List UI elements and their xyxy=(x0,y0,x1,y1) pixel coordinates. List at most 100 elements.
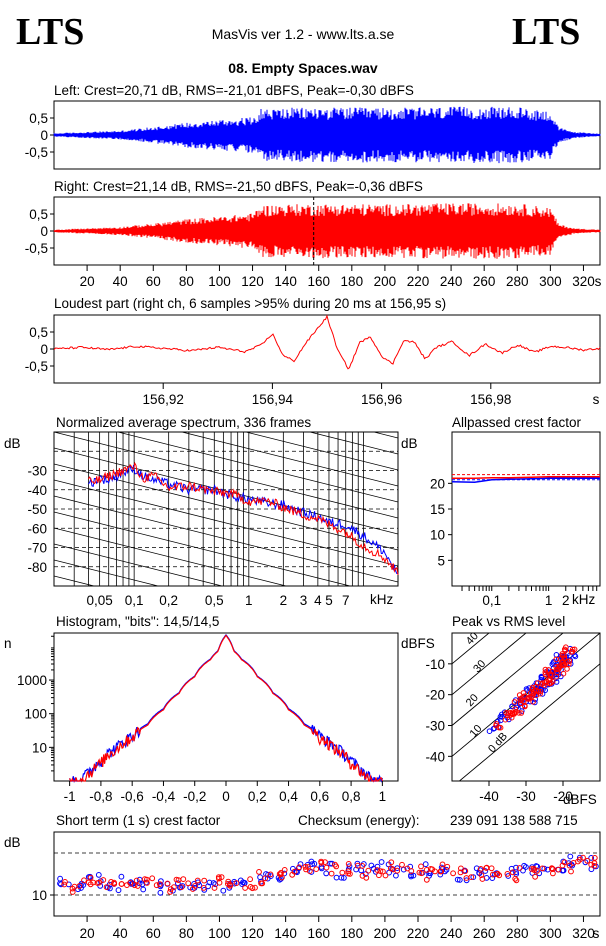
right-waveform-xtick-label: 300 xyxy=(539,274,562,289)
short-term-point xyxy=(134,883,141,889)
peak-rms-point xyxy=(550,660,557,666)
short-term-point xyxy=(149,875,156,882)
peak-rms-point xyxy=(564,666,570,672)
spectrum-diagonal xyxy=(244,432,398,471)
short-term-point xyxy=(477,866,484,872)
short-term-point xyxy=(555,866,562,873)
short-term-point xyxy=(140,886,147,893)
peak-rms-point xyxy=(531,688,538,694)
file-title: 08. Empty Spaces.wav xyxy=(228,60,378,76)
spectrum-xtick-label: 1 xyxy=(245,593,253,608)
checksum-label: Checksum (energy): xyxy=(298,813,420,828)
crest-line-label: 20 xyxy=(464,692,481,709)
short-term-point xyxy=(167,889,174,895)
histogram-ytick-label: 1000 xyxy=(17,673,47,688)
histogram-series-left xyxy=(69,633,383,784)
short-term-point xyxy=(242,885,249,891)
short-term-point xyxy=(387,865,394,872)
short-term-xtick-label: 100 xyxy=(208,926,231,941)
right-waveform-xtick-label: 240 xyxy=(440,274,463,289)
short-term-point xyxy=(247,884,254,890)
short-term-point xyxy=(456,877,463,883)
short-term-point xyxy=(584,857,591,864)
short-term-point xyxy=(422,861,429,868)
crest-line-label: 10 xyxy=(468,723,485,740)
short-term-point xyxy=(211,885,218,891)
short-term-point xyxy=(588,861,595,868)
short-term-point xyxy=(302,863,309,870)
short-term-point xyxy=(528,866,535,872)
spectrum-diagonal xyxy=(54,559,160,586)
loudest-xunit: s xyxy=(593,392,600,407)
spectrum-diagonal xyxy=(54,511,352,586)
short-term-point xyxy=(111,879,117,886)
allpassed-xtick-label: 2 xyxy=(562,593,570,608)
right-waveform-xtick-label: 280 xyxy=(506,274,529,289)
left-waveform-ytick-label: 0 xyxy=(40,128,48,143)
crest-line xyxy=(452,633,527,696)
short-term-point xyxy=(328,870,335,877)
short-term-xtick-label: 140 xyxy=(274,926,297,941)
short-term-point xyxy=(95,872,102,878)
short-term-point xyxy=(561,859,568,866)
loudest-xtick-label: 156,98 xyxy=(470,392,511,407)
short-term-point xyxy=(588,855,595,861)
peak-rms-xtick-label: -30 xyxy=(516,789,536,804)
peak-rms-point xyxy=(512,706,519,712)
short-term-point xyxy=(175,880,181,887)
short-term-point xyxy=(418,863,424,870)
short-term-point xyxy=(175,877,182,883)
peak-rms-point xyxy=(561,646,568,653)
crest-line-label: 30 xyxy=(471,658,488,675)
short-term-point xyxy=(509,869,516,876)
short-term-point xyxy=(380,868,386,875)
app-title: MasVis ver 1.2 - www.lts.a.se xyxy=(211,26,395,42)
right-waveform-title: Right: Crest=21,14 dB, RMS=-21,50 dBFS, … xyxy=(54,179,423,194)
crest-line xyxy=(452,633,600,757)
spectrum-ytick-label: -60 xyxy=(27,521,47,536)
short-term-point xyxy=(81,877,87,884)
short-term-point xyxy=(512,875,519,882)
short-term-point xyxy=(374,867,381,873)
short-term-point xyxy=(591,863,598,869)
peak-rms-ytick-label: -30 xyxy=(425,719,445,734)
short-term-xunit: s xyxy=(593,926,600,941)
short-term-point xyxy=(62,879,68,885)
histogram-xtick-label: 0,2 xyxy=(248,789,267,804)
short-term-point xyxy=(550,870,556,877)
spectrum-diagonal xyxy=(180,432,398,487)
allpassed-ytick-label: 5 xyxy=(437,553,445,568)
short-term-point xyxy=(279,874,285,881)
short-term-point xyxy=(313,866,320,872)
short-term-point xyxy=(220,887,227,894)
short-term-point xyxy=(523,864,529,870)
short-term-point xyxy=(323,870,330,877)
short-term-point xyxy=(354,860,361,867)
short-term-point xyxy=(354,862,361,869)
peak-rms-point xyxy=(496,724,502,731)
spectrum-diagonal xyxy=(54,432,398,519)
peak-rms-point xyxy=(571,646,578,653)
allpassed-frame xyxy=(451,431,601,587)
peak-rms-point xyxy=(522,703,528,710)
right-waveform-xtick-label: 60 xyxy=(146,274,161,289)
histogram-xtick-label: 0,4 xyxy=(279,789,298,804)
short-term-point xyxy=(531,867,538,873)
short-term-point xyxy=(539,865,546,872)
short-term-xtick-label: 180 xyxy=(341,926,364,941)
short-term-point xyxy=(566,862,573,869)
short-term-point xyxy=(339,869,346,876)
short-term-point xyxy=(399,861,405,868)
short-term-point xyxy=(345,861,352,867)
short-term-point xyxy=(437,868,444,875)
short-term-point xyxy=(103,884,110,890)
logo-left: LTS xyxy=(16,11,85,53)
right-waveform-xtick-label: 100 xyxy=(208,274,231,289)
short-term-point xyxy=(504,871,511,877)
histogram-xtick-label: -1 xyxy=(64,789,76,804)
peak-rms-point xyxy=(511,710,518,716)
short-term-xtick-label: 320 xyxy=(572,926,595,941)
right-waveform-xtick-label: 320 xyxy=(572,274,595,289)
short-term-point xyxy=(341,875,347,881)
peak-rms-point xyxy=(511,699,518,705)
